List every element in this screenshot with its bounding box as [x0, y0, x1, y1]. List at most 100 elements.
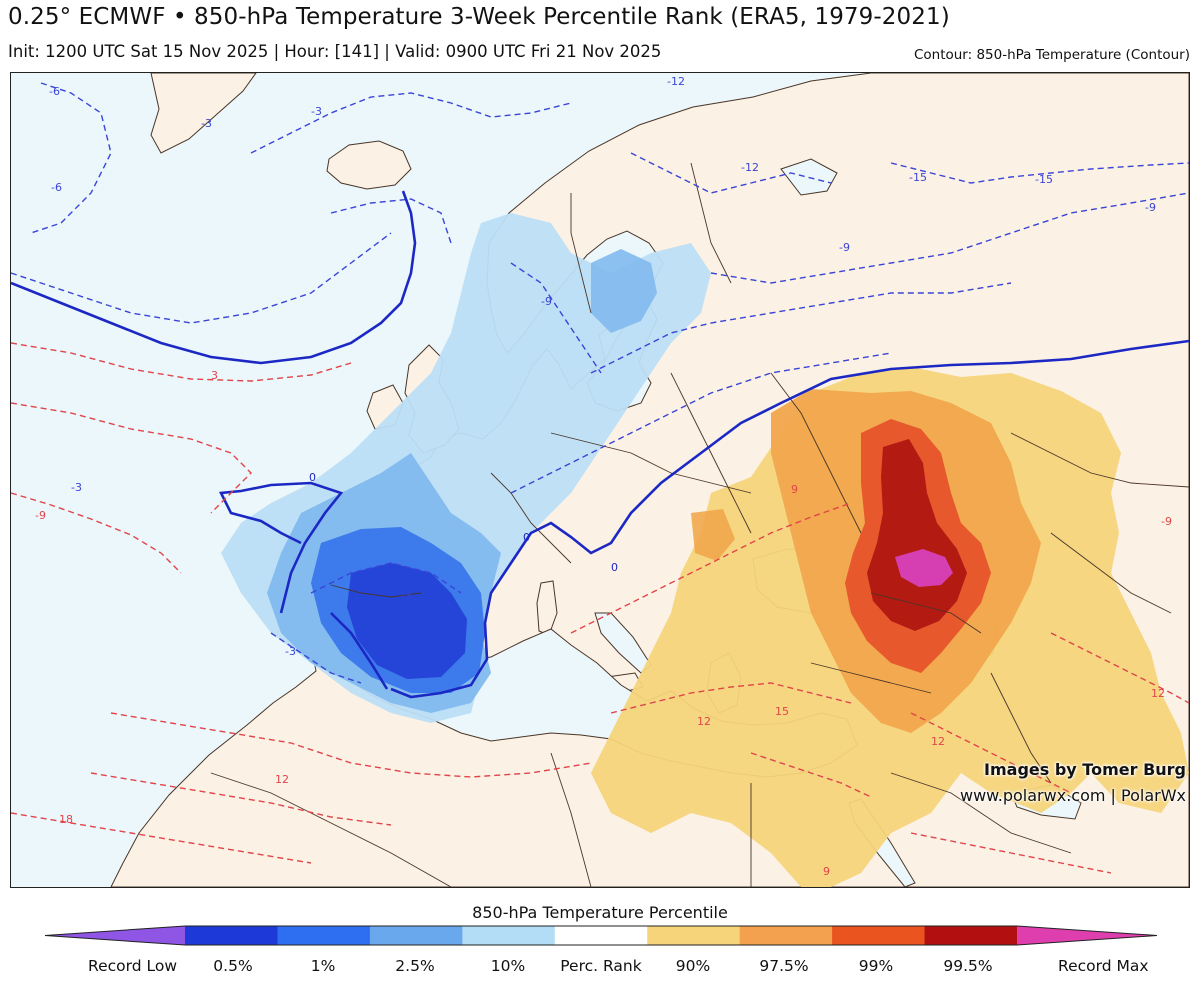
map-title: 0.25° ECMWF • 850-hPa Temperature 3-Week…	[8, 4, 950, 30]
border-central-europe	[550, 432, 752, 494]
credit-author: Images by Tomer Burg	[984, 760, 1186, 779]
cold-contours	[11, 82, 1189, 684]
cold-shade-core	[347, 563, 467, 679]
border-france-germany	[490, 472, 572, 564]
contour-label: -9	[541, 295, 552, 308]
warm-shade-record	[895, 549, 953, 587]
contour-plus15-arabia	[910, 832, 1112, 874]
contour-minus6-europe	[590, 282, 1012, 374]
contour-label: -6	[51, 181, 62, 194]
border-iberia	[330, 584, 422, 598]
border-eastern-europe	[670, 372, 752, 534]
colorbar-segment	[739, 926, 833, 945]
colorbar-label: 0.5%	[213, 957, 253, 975]
contour-label: 12	[275, 773, 289, 786]
colorbar-outline	[44, 925, 1158, 946]
colorbar-segment-record-max	[1017, 926, 1157, 945]
contour-label: -3	[201, 117, 212, 130]
colorbar-segment	[647, 926, 741, 945]
contour-plus9-iran	[1050, 632, 1189, 704]
border-russia-ukraine	[770, 372, 862, 534]
contour-label: -3	[285, 645, 296, 658]
contour-label: -12	[667, 75, 685, 88]
contour-plus15-levant	[750, 752, 872, 798]
contour-minus6-greenland	[30, 82, 112, 234]
colorbar-segment-record-low	[45, 926, 185, 945]
colorbar-segment	[554, 926, 648, 945]
colorbar-label: Record Max	[1058, 957, 1149, 975]
border-algeria-libya	[550, 752, 592, 887]
colorbar-label: 99%	[858, 957, 894, 975]
colorbar-segment	[185, 926, 278, 945]
colorbar-label: 10%	[490, 957, 526, 975]
contour-label: -9	[1145, 201, 1156, 214]
colorbar-segment	[277, 926, 371, 945]
cold-shade-scandinavia	[591, 249, 657, 333]
colorbar-label: 1%	[310, 957, 336, 975]
contour-labels: -6 -3 -3 -6 -9 -12 -12 -15 -15 -9 -9 0 0…	[35, 75, 1172, 878]
colorbar-label: Record Low	[88, 957, 178, 975]
contour-label: 12	[1151, 687, 1165, 700]
contour-zero-atlantic	[11, 190, 417, 365]
contour-label: -12	[741, 161, 759, 174]
contour-label: 18	[59, 813, 73, 826]
border-saudi	[890, 772, 1072, 854]
contour-label: 9	[791, 483, 798, 496]
contour-note: Contour: 850-hPa Temperature (Contour)	[913, 47, 1190, 63]
contour-label: -15	[909, 171, 927, 184]
contour-minus3-north	[250, 92, 572, 154]
contour-minus3-atlantic	[11, 232, 392, 324]
contour-plus15-africa	[90, 772, 392, 826]
map-canvas: -6 -3 -3 -6 -9 -12 -12 -15 -15 -9 -9 0 0…	[11, 73, 1189, 887]
contour-label: -9	[839, 241, 850, 254]
zero-contour	[11, 190, 1189, 699]
contour-minus9-norway	[510, 262, 602, 374]
contour-label: -3	[71, 481, 82, 494]
contour-minus15-russia	[890, 162, 1189, 184]
contour-label: -6	[49, 85, 60, 98]
cold-anomaly-shading	[221, 213, 711, 723]
contour-plus12-med	[610, 682, 852, 714]
contour-plus3-atlantic	[11, 342, 352, 382]
contour-label: 0	[523, 531, 530, 544]
border-iran	[990, 672, 1052, 784]
contour-label: -15	[1035, 173, 1053, 186]
contour-plus12-africa	[110, 712, 592, 778]
landmass-greenland	[150, 73, 257, 154]
contour-label: 12	[697, 715, 711, 728]
contour-minus9-russia	[710, 192, 1189, 284]
contour-label: 12	[931, 735, 945, 748]
contour-label: 0	[611, 561, 618, 574]
contour-label: -3	[401, 589, 412, 602]
border-central-asia	[1050, 532, 1172, 614]
contour-minus6-iceland	[330, 198, 452, 244]
colorbar-label: Perc. Rank	[560, 957, 642, 975]
warm-anomaly-shading	[591, 367, 1189, 887]
contour-minus12-russia	[630, 152, 832, 194]
contour-label: -9	[1161, 515, 1172, 528]
colorbar-label: 90%	[675, 957, 711, 975]
credit-website: www.polarwx.com | PolarWx	[959, 786, 1186, 805]
contour-zero-mediterranean	[330, 612, 389, 690]
contour-label: -3	[311, 105, 322, 118]
contour-label: 9	[823, 865, 830, 878]
contour-minus3-iberia	[310, 562, 462, 594]
colorbar-segment	[832, 926, 926, 945]
colorbar-label: 97.5%	[759, 957, 809, 975]
border-north-africa	[210, 772, 452, 887]
colorbar-segment	[369, 926, 463, 945]
contour-plus9-atlantic	[11, 492, 182, 574]
colorbar-segment	[924, 926, 1018, 945]
border-caucasus	[870, 592, 982, 634]
contour-label: 3	[211, 369, 218, 382]
warm-contours	[11, 342, 1189, 874]
contour-zero-europe	[218, 481, 344, 614]
contour-label: 15	[775, 705, 789, 718]
landmass-iceland	[326, 140, 412, 190]
contour-plus18-africa	[11, 812, 312, 864]
border-finland	[690, 162, 732, 284]
contour-plus9-europe	[570, 502, 852, 634]
colorbar-label: 99.5%	[943, 957, 993, 975]
contour-label: 0	[309, 471, 316, 484]
colorbar-segment	[462, 926, 556, 945]
